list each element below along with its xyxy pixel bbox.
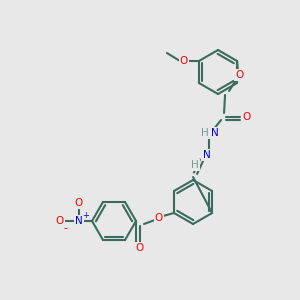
Text: N: N (75, 216, 83, 226)
Text: H: H (191, 160, 199, 170)
Text: O: O (242, 112, 250, 122)
Text: O: O (235, 70, 243, 80)
Text: H: H (201, 128, 209, 138)
Text: N: N (211, 128, 219, 138)
Text: O: O (136, 243, 144, 253)
Text: O: O (155, 213, 163, 223)
Text: O: O (56, 216, 64, 226)
Text: -: - (63, 223, 67, 233)
Text: O: O (75, 198, 83, 208)
Text: O: O (180, 56, 188, 66)
Text: +: + (82, 211, 89, 220)
Text: N: N (203, 150, 211, 160)
